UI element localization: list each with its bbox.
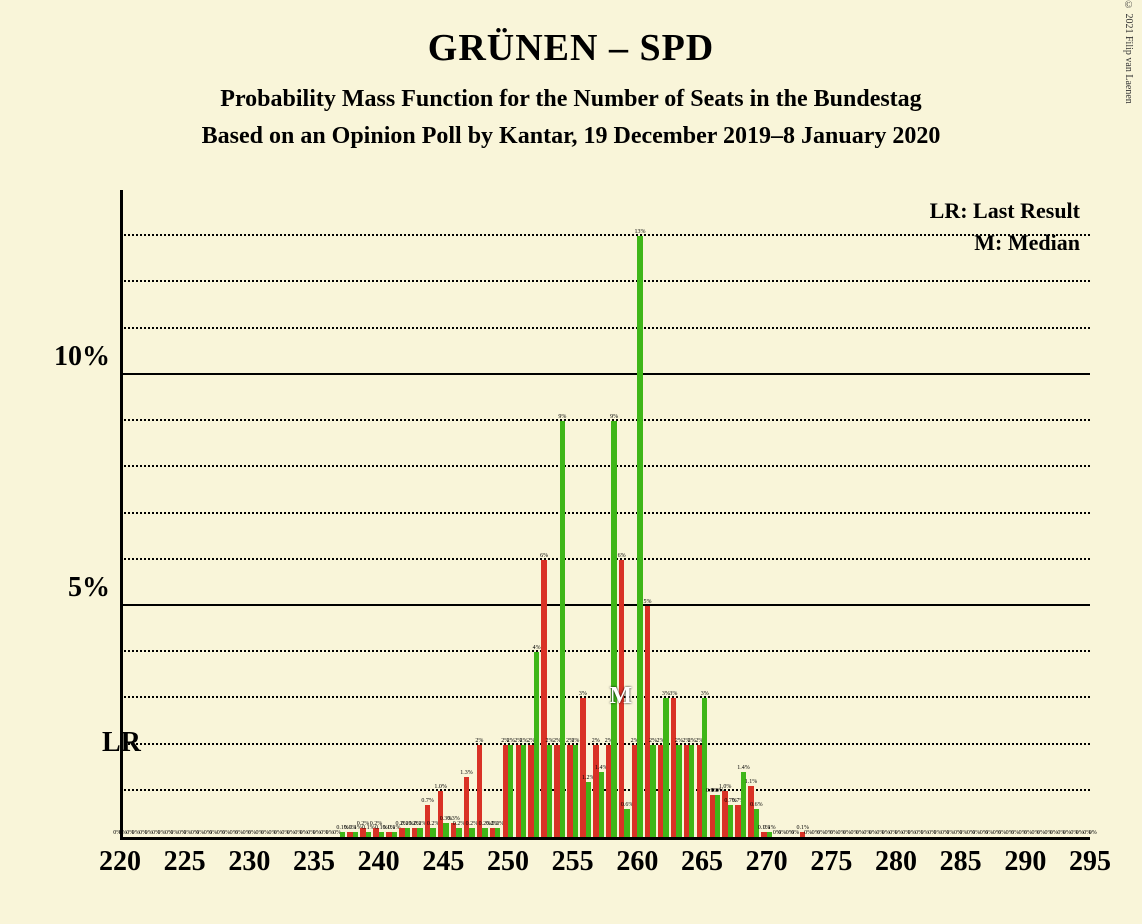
bar-value-label: 2%: [592, 738, 600, 744]
x-tick-label: 260: [616, 846, 658, 878]
y-axis-label: 5%: [68, 572, 110, 604]
bar-green: 0.6%: [624, 809, 629, 837]
bar-green: 0.6%: [754, 809, 759, 837]
bar-green: 2%: [573, 745, 578, 837]
bar-green: 0.2%: [469, 828, 474, 837]
bar-value-label: 2%: [475, 738, 483, 744]
bar-value-label: 1.1%: [745, 779, 758, 785]
bar-green: 2%: [650, 745, 655, 837]
bar-value-label: 6%: [540, 553, 548, 559]
copyright-text: © 2021 Filip van Laenen: [1123, 0, 1134, 104]
bar-green: 0.2%: [430, 828, 435, 837]
bar-green: 2%: [547, 745, 552, 837]
x-tick-label: 270: [746, 846, 788, 878]
x-tick-label: 275: [810, 846, 852, 878]
bar-value-label: 9%: [558, 414, 566, 420]
x-tick-label: 290: [1004, 846, 1046, 878]
bar-green: 0.2%: [495, 828, 500, 837]
bars-container: 0%0%0%0%0%0%0%0%0%0%0%0%0%0%0%0%0%0%0%0%…: [120, 190, 1090, 837]
chart-subtitle-2: Based on an Opinion Poll by Kantar, 19 D…: [0, 113, 1142, 150]
bar-green: 2%: [508, 745, 513, 837]
bar-green: 3%: [663, 698, 668, 837]
bar-green: 0.9%: [715, 795, 720, 837]
bar-green: 2%: [676, 745, 681, 837]
bar-value-label: 3%: [579, 691, 587, 697]
median-marker: M: [609, 683, 632, 710]
bar-value-label: 3%: [701, 691, 709, 697]
bar-green: 9%: [611, 421, 616, 837]
bar-green: 4%: [534, 652, 539, 837]
bar-green: 2%: [689, 745, 694, 837]
chart-subtitle-1: Probability Mass Function for the Number…: [0, 70, 1142, 113]
bar-value-label: 1.0%: [719, 784, 732, 790]
bar-green: 3%: [702, 698, 707, 837]
bar-value-label: 2%: [571, 738, 579, 744]
x-tick-label: 295: [1069, 846, 1111, 878]
bar-value-label: 6%: [618, 553, 626, 559]
chart-plot-area: LR: Last Result M: Median 0%0%0%0%0%0%0%…: [120, 190, 1090, 840]
x-tick-label: 285: [940, 846, 982, 878]
bar-value-label: 0%: [1089, 830, 1097, 836]
bar-value-label: 0.7%: [421, 798, 434, 804]
x-tick-label: 235: [293, 846, 335, 878]
x-tick-label: 265: [681, 846, 723, 878]
bar-value-label: 5%: [644, 599, 652, 605]
bar-value-label: 9%: [610, 414, 618, 420]
bar-value-label: 1.3%: [460, 770, 473, 776]
bar-value-label: 13%: [635, 229, 646, 235]
x-tick-label: 230: [228, 846, 270, 878]
x-tick-label: 255: [552, 846, 594, 878]
last-result-marker: LR: [102, 727, 141, 759]
x-tick-label: 245: [422, 846, 464, 878]
bar-green: 9%: [560, 421, 565, 837]
bar-green: 0.2%: [405, 828, 410, 837]
bar-green: 0.2%: [417, 828, 422, 837]
x-tick-label: 280: [875, 846, 917, 878]
bar-green: 0.3%: [443, 823, 448, 837]
bar-value-label: 3%: [669, 691, 677, 697]
x-tick-label: 225: [164, 846, 206, 878]
x-tick-label: 250: [487, 846, 529, 878]
bar-green: 1.4%: [599, 772, 604, 837]
bar-green: 2%: [521, 745, 526, 837]
bar-green: 13%: [637, 236, 642, 837]
bar-green: 0.2%: [482, 828, 487, 837]
x-tick-label: 240: [358, 846, 400, 878]
bar-value-label: 1.0%: [434, 784, 447, 790]
bar-value-label: 4%: [533, 645, 541, 651]
x-axis: [120, 837, 1090, 840]
bar-green: 0.2%: [456, 828, 461, 837]
bar-green: 1.2%: [586, 782, 591, 837]
bar-green: 0.7%: [728, 805, 733, 837]
bar-value-label: 0.6%: [750, 802, 763, 808]
x-tick-label: 220: [99, 846, 141, 878]
bar-value-label: 1.4%: [737, 765, 750, 771]
chart-title: GRÜNEN – SPD: [0, 0, 1142, 70]
y-axis-label: 10%: [54, 341, 110, 373]
